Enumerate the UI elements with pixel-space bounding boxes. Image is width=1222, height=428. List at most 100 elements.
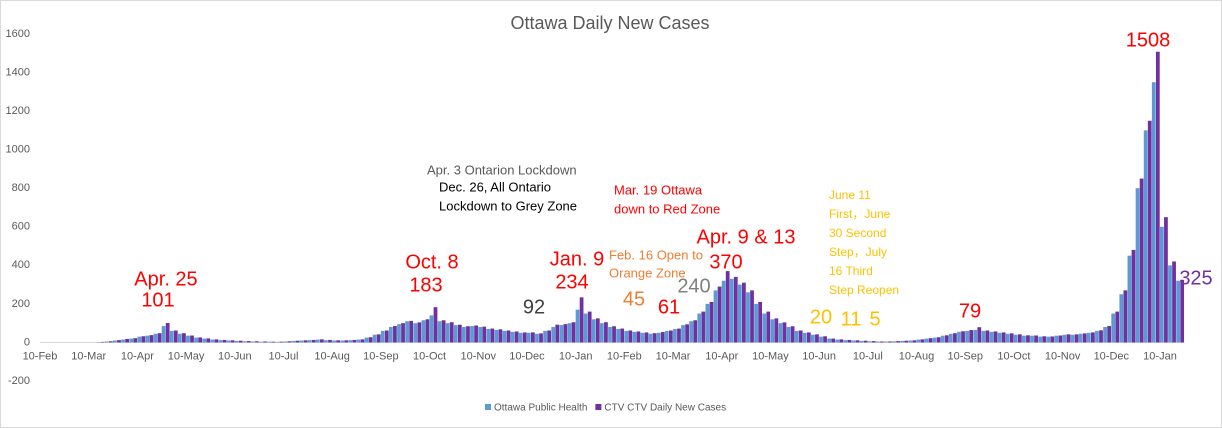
bar xyxy=(194,337,198,343)
bar xyxy=(380,330,385,343)
bar xyxy=(1074,334,1079,343)
annotation: Orange Zone xyxy=(609,265,686,280)
bar xyxy=(100,341,105,343)
bar xyxy=(823,336,827,343)
bar xyxy=(547,330,552,343)
bar xyxy=(928,338,933,343)
bar xyxy=(965,330,969,343)
annotation: Mar. 19 Ottawa xyxy=(614,182,703,197)
bar xyxy=(681,325,685,343)
bar xyxy=(287,341,292,343)
annotation: 325 xyxy=(1179,267,1212,289)
bar xyxy=(1107,326,1112,343)
bar xyxy=(186,335,190,343)
bar xyxy=(336,340,340,343)
bar xyxy=(474,325,478,343)
bar xyxy=(539,333,543,343)
bar xyxy=(259,341,263,343)
bar xyxy=(1082,333,1087,343)
bar xyxy=(1123,290,1128,343)
bar xyxy=(612,326,616,343)
bar xyxy=(125,338,129,343)
bar xyxy=(892,341,896,343)
bar xyxy=(405,321,409,343)
annotation: Lockdown to Grey Zone xyxy=(439,198,577,213)
bar xyxy=(924,338,929,343)
bar xyxy=(896,341,900,343)
bar xyxy=(214,339,219,343)
bar xyxy=(1119,294,1124,343)
bar xyxy=(648,333,653,343)
bar xyxy=(421,320,426,343)
bar xyxy=(843,340,848,343)
x-tick-label: 10-Jun xyxy=(802,350,836,362)
bar xyxy=(1086,332,1091,343)
bar xyxy=(1135,188,1140,343)
bar xyxy=(251,341,255,343)
y-tick-label: 1400 xyxy=(6,66,30,78)
bar xyxy=(510,331,515,343)
y-tick-label: 200 xyxy=(12,298,30,310)
bar xyxy=(368,337,373,343)
bar xyxy=(311,339,316,343)
bar xyxy=(1111,313,1116,343)
bar xyxy=(506,330,511,343)
bar xyxy=(169,330,174,343)
bar xyxy=(863,340,868,343)
bar xyxy=(230,340,235,343)
bar xyxy=(600,323,604,343)
annotation: Feb. 16 Open to xyxy=(609,247,703,262)
bar xyxy=(502,330,507,343)
annotation: 1508 xyxy=(1126,29,1171,51)
bar xyxy=(328,339,332,343)
bar xyxy=(242,341,247,343)
bar xyxy=(1001,332,1006,343)
bar xyxy=(993,331,998,343)
bar xyxy=(1160,226,1164,343)
bar xyxy=(1127,255,1132,343)
bar xyxy=(486,328,491,343)
legend-label: CTV CTV Daily New Cases xyxy=(604,403,726,414)
bar xyxy=(1046,336,1051,343)
bar xyxy=(1013,334,1018,343)
bar xyxy=(466,326,470,343)
bar xyxy=(478,327,483,343)
bar xyxy=(356,339,361,343)
bar xyxy=(664,330,669,343)
bar xyxy=(839,339,844,343)
bar xyxy=(388,327,393,343)
bar xyxy=(936,337,941,343)
bar xyxy=(608,327,612,343)
annotation: Apr. 9 & 13 xyxy=(697,226,796,248)
bar xyxy=(644,332,649,343)
bar xyxy=(177,333,182,343)
bar xyxy=(591,319,596,343)
bar xyxy=(462,327,466,343)
bar xyxy=(255,341,259,343)
x-tick-label: 10-Jan xyxy=(559,350,593,362)
bar xyxy=(1026,335,1030,343)
bar xyxy=(1009,333,1014,343)
bar xyxy=(786,327,791,343)
bar xyxy=(267,341,272,343)
bar xyxy=(1078,333,1083,343)
bar xyxy=(758,301,763,343)
bar xyxy=(888,341,892,343)
bar xyxy=(705,303,710,343)
bar xyxy=(283,341,288,343)
bar xyxy=(689,321,694,343)
bar xyxy=(457,324,462,343)
x-tick-label: 10-May xyxy=(752,350,789,362)
bar xyxy=(989,331,994,343)
y-tick-label: 400 xyxy=(12,259,30,271)
bar xyxy=(628,330,633,343)
bar xyxy=(121,339,125,343)
bar xyxy=(636,331,641,343)
bar xyxy=(210,339,215,343)
bar xyxy=(490,328,495,343)
bar xyxy=(754,303,758,343)
bar xyxy=(1168,265,1172,343)
annotation: 61 xyxy=(658,296,680,318)
y-tick-label: 1600 xyxy=(6,28,30,40)
